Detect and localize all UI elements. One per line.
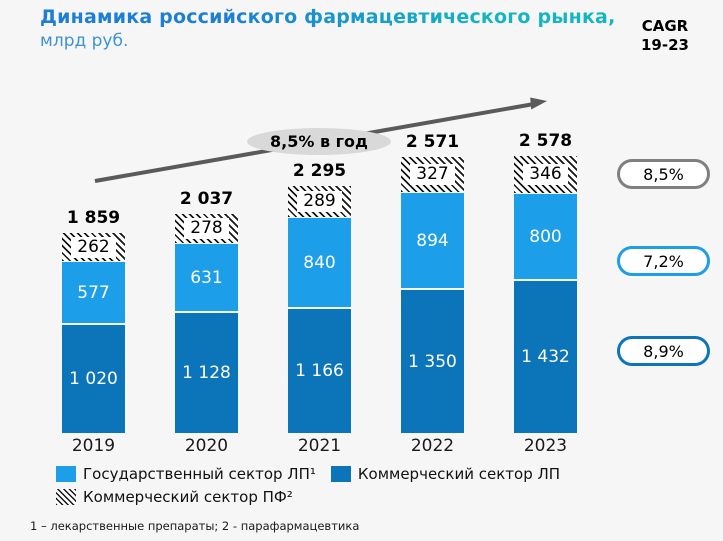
legend-item-label: Государственный сектор ЛП¹ <box>83 465 316 483</box>
bar-segment-hatch: 346 <box>514 156 577 193</box>
legend-item: Государственный сектор ЛП¹ <box>56 465 316 483</box>
legend-swatch-hatch <box>56 489 76 505</box>
legend: Государственный сектор ЛП¹ Коммерческий с… <box>56 465 656 506</box>
bar-segment-hatch: 327 <box>401 157 464 192</box>
legend-item-label: Коммерческий сектор ПФ² <box>83 488 293 506</box>
title-line1: Динамика российского фармацевтического р… <box>40 6 616 28</box>
legend-item-label: Коммерческий сектор ЛП <box>357 465 561 483</box>
bar-total-label: 2 295 <box>292 161 347 181</box>
bar-2021: 2 295 289 840 1 166 <box>288 161 351 433</box>
year-label: 2021 <box>297 436 342 456</box>
bar-segment-hatch: 289 <box>288 186 351 217</box>
segment-value-label: 1 020 <box>69 369 118 389</box>
legend-item: Коммерческий сектор ПФ² <box>56 488 293 506</box>
bar-2023: 2 578 346 800 1 432 <box>514 131 577 433</box>
bar-segment-dark: 1 020 <box>62 325 125 433</box>
cagr-column-header: CAGR 19-23 <box>623 17 707 55</box>
year-label: 2020 <box>184 436 229 456</box>
segment-value-label: 577 <box>77 282 110 303</box>
bar-segment-light: 800 <box>514 194 577 279</box>
segment-value-label: 840 <box>303 252 336 273</box>
title-line2: млрд руб. <box>40 31 616 51</box>
bar-2019: 1 859 262 577 1 020 <box>62 208 125 433</box>
segment-value-label: 1 166 <box>295 361 344 381</box>
year-label: 2019 <box>71 436 116 456</box>
legend-swatch-dark <box>330 466 351 482</box>
segment-value-label: 1 350 <box>408 351 457 372</box>
cagr-header-line1: CAGR <box>641 17 689 35</box>
cagr-badge-label: 8,5% <box>643 164 684 184</box>
bar-segment-light: 894 <box>401 193 464 288</box>
growth-annotation-label: 8,5% в год <box>270 132 368 151</box>
bar-2020: 2 037 278 631 1 128 <box>175 189 238 433</box>
bar-total-label: 2 571 <box>405 132 460 152</box>
bar-2022: 2 571 327 894 1 350 <box>401 132 464 433</box>
footnote: 1 – лекарственные препараты; 2 - парафар… <box>30 519 360 533</box>
segment-value-label: 289 <box>297 191 342 212</box>
segment-value-label: 631 <box>190 267 223 288</box>
year-label: 2023 <box>523 436 568 456</box>
segment-value-label: 1 432 <box>521 347 570 367</box>
bar-segment-dark: 1 350 <box>401 290 464 433</box>
bar-segment-dark: 1 128 <box>175 313 238 433</box>
segment-value-label: 346 <box>523 164 568 185</box>
bar-segment-dark: 1 166 <box>288 309 351 433</box>
bar-segment-dark: 1 432 <box>514 281 577 433</box>
page-title: Динамика российского фармацевтического р… <box>40 6 616 51</box>
segment-value-label: 278 <box>184 218 229 239</box>
segment-value-label: 262 <box>71 236 116 258</box>
legend-item: Коммерческий сектор ЛП <box>330 465 561 483</box>
bar-total-label: 1 859 <box>66 208 121 228</box>
segment-value-label: 894 <box>416 230 449 251</box>
segment-value-label: 327 <box>410 164 455 185</box>
bar-total-label: 2 578 <box>518 131 573 151</box>
legend-swatch-light <box>56 466 76 482</box>
bar-segment-light: 631 <box>175 244 238 311</box>
cagr-badge: 8,9% <box>617 336 710 366</box>
bar-segment-hatch: 262 <box>62 233 125 261</box>
cagr-badge: 8,5% <box>617 159 710 189</box>
cagr-badge: 7,2% <box>617 246 710 276</box>
segment-value-label: 800 <box>529 226 562 247</box>
year-label: 2022 <box>410 436 455 456</box>
bar-total-label: 2 037 <box>179 189 234 209</box>
cagr-badge-label: 7,2% <box>643 251 684 271</box>
growth-annotation-ellipse: 8,5% в год <box>247 128 391 155</box>
bar-segment-light: 577 <box>62 262 125 323</box>
bar-segment-light: 840 <box>288 218 351 307</box>
segment-value-label: 1 128 <box>182 363 231 383</box>
bar-segment-hatch: 278 <box>175 214 238 243</box>
cagr-badge-label: 8,9% <box>643 341 684 361</box>
cagr-header-line2: 19-23 <box>641 36 689 54</box>
